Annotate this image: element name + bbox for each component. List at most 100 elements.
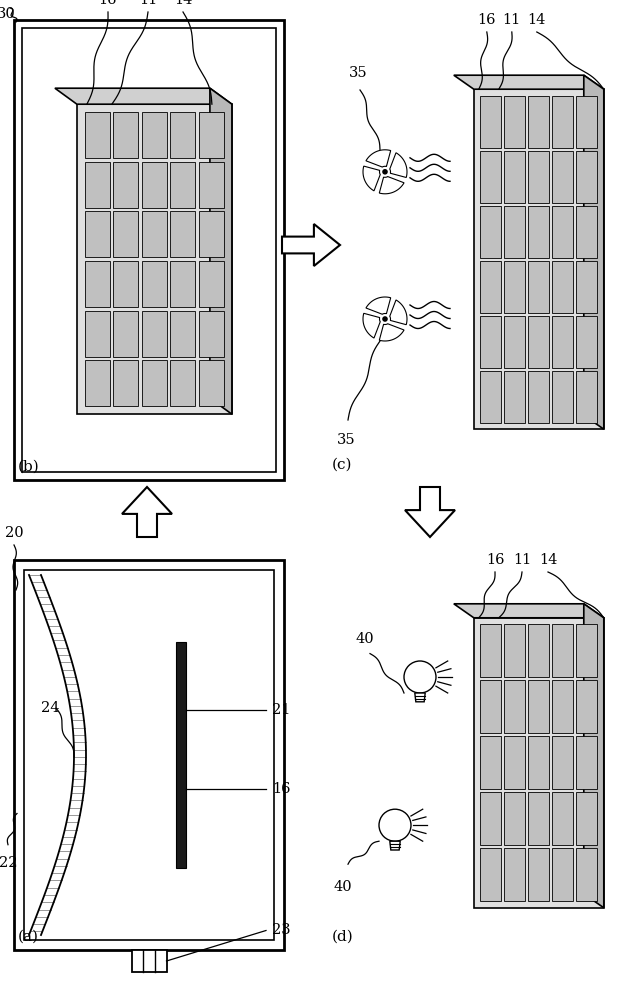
Bar (24, 570, 274, 940)
Bar (142, 360, 167, 406)
Bar (576, 792, 597, 845)
Bar (480, 848, 502, 901)
Text: 14: 14 (539, 553, 557, 567)
Bar (113, 211, 138, 257)
Bar (576, 316, 597, 368)
Polygon shape (474, 618, 604, 908)
Bar (14, 560, 284, 950)
Text: 22: 22 (0, 856, 17, 870)
Polygon shape (474, 89, 604, 429)
Bar (552, 371, 573, 423)
Text: 14: 14 (174, 0, 192, 7)
Bar (170, 360, 196, 406)
Polygon shape (379, 324, 404, 341)
Bar (480, 792, 502, 845)
Polygon shape (366, 297, 391, 314)
Bar (576, 206, 597, 258)
Text: 40: 40 (356, 632, 374, 646)
Bar (576, 261, 597, 313)
Polygon shape (390, 153, 407, 177)
Bar (505, 371, 525, 423)
Bar (113, 261, 138, 307)
Polygon shape (415, 693, 426, 702)
Bar (552, 151, 573, 203)
Bar (480, 151, 502, 203)
Bar (576, 624, 597, 677)
Bar (552, 792, 573, 845)
Bar (528, 206, 549, 258)
Bar (552, 261, 573, 313)
Bar (528, 736, 549, 789)
Text: 11: 11 (513, 553, 531, 567)
Bar (480, 624, 502, 677)
Text: (a): (a) (18, 930, 39, 944)
Bar (14, 20, 284, 480)
Polygon shape (390, 300, 407, 325)
Bar (199, 211, 224, 257)
Bar (505, 736, 525, 789)
Bar (142, 162, 167, 208)
Bar (113, 360, 138, 406)
Text: 30: 30 (0, 7, 16, 21)
Text: (d): (d) (332, 930, 354, 944)
Bar (85, 311, 110, 357)
Bar (170, 162, 196, 208)
Bar (528, 261, 549, 313)
Bar (170, 311, 196, 357)
Bar (505, 680, 525, 733)
Text: 20: 20 (5, 526, 23, 540)
Bar (85, 261, 110, 307)
Polygon shape (405, 487, 455, 537)
Bar (505, 848, 525, 901)
Bar (199, 162, 224, 208)
Bar (85, 162, 110, 208)
Polygon shape (282, 224, 340, 266)
Bar (505, 624, 525, 677)
Bar (480, 736, 502, 789)
Text: 24: 24 (40, 701, 59, 715)
Bar (199, 360, 224, 406)
Bar (170, 211, 196, 257)
Bar (552, 206, 573, 258)
Text: 16: 16 (486, 553, 504, 567)
Bar (552, 96, 573, 148)
Bar (480, 96, 502, 148)
Bar (528, 151, 549, 203)
Bar (170, 112, 196, 158)
Bar (528, 792, 549, 845)
Text: 23: 23 (272, 924, 290, 938)
Polygon shape (584, 75, 604, 429)
Text: (b): (b) (18, 460, 40, 474)
Bar (528, 316, 549, 368)
Bar (480, 261, 502, 313)
Bar (142, 261, 167, 307)
Bar (113, 162, 138, 208)
Bar (113, 112, 138, 158)
Bar (528, 96, 549, 148)
Polygon shape (363, 313, 380, 338)
Bar (576, 736, 597, 789)
Bar (552, 316, 573, 368)
Bar (480, 206, 502, 258)
Bar (142, 112, 167, 158)
Bar (528, 371, 549, 423)
Bar (576, 371, 597, 423)
Polygon shape (584, 604, 604, 908)
Polygon shape (379, 177, 404, 194)
Text: 40: 40 (334, 880, 353, 894)
Bar (552, 624, 573, 677)
Bar (552, 736, 573, 789)
Bar (199, 311, 224, 357)
Bar (199, 112, 224, 158)
Polygon shape (363, 166, 380, 191)
Bar (505, 316, 525, 368)
Bar (85, 211, 110, 257)
Text: 11: 11 (139, 0, 157, 7)
Circle shape (382, 316, 388, 322)
Bar (576, 680, 597, 733)
Bar (480, 371, 502, 423)
Bar (576, 151, 597, 203)
Bar (142, 311, 167, 357)
Text: 35: 35 (336, 433, 355, 447)
Text: 14: 14 (528, 13, 546, 27)
